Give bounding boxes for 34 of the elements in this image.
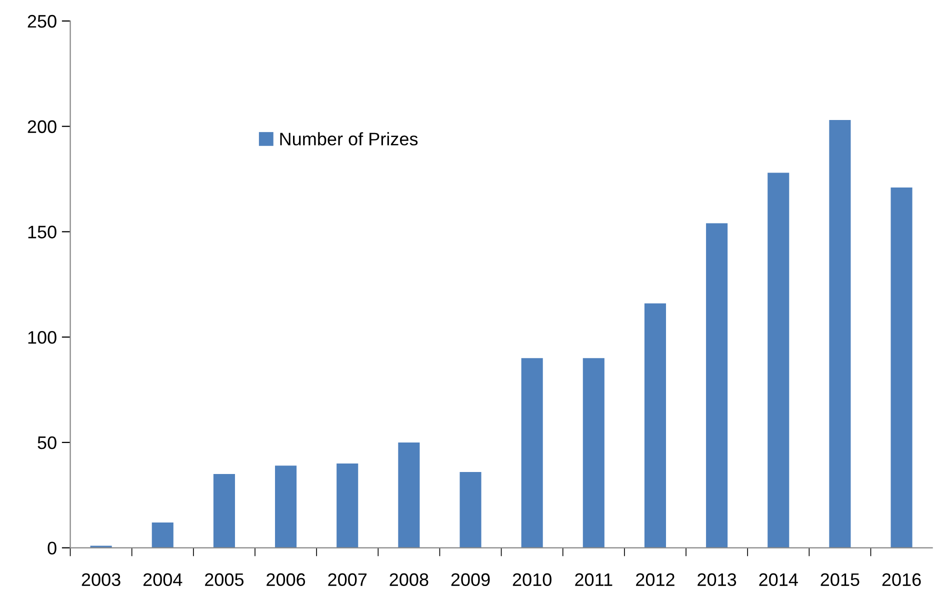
bar — [706, 223, 728, 548]
x-tick-label: 2007 — [328, 573, 367, 586]
x-tick-label: 2015 — [820, 573, 860, 586]
bar — [582, 358, 604, 548]
y-tick-label: 50 — [38, 436, 56, 450]
bar — [460, 472, 482, 548]
x-tick-label: 2004 — [143, 573, 182, 586]
bar — [275, 466, 297, 548]
bar — [336, 464, 358, 548]
bar — [768, 172, 790, 548]
y-tick-label: 100 — [28, 331, 56, 344]
x-tick-label: 2009 — [451, 573, 490, 586]
y-tick-label: 0 — [48, 542, 56, 555]
bar — [644, 303, 666, 548]
bar — [829, 120, 851, 548]
x-tick-label: 2013 — [698, 573, 736, 586]
x-tick-label: 2005 — [205, 573, 244, 586]
x-tick-label: 2010 — [512, 573, 552, 586]
x-tick-label: 2012 — [636, 573, 674, 586]
bar — [890, 187, 912, 548]
y-tick-label: 150 — [28, 226, 56, 238]
x-tick-label: 2014 — [759, 573, 798, 586]
bar — [152, 522, 174, 548]
legend-label: Number of Prizes — [280, 132, 418, 146]
bar — [398, 442, 420, 548]
x-tick-label: 2011 — [575, 573, 612, 586]
x-tick-label: 2006 — [266, 573, 306, 586]
bar — [521, 358, 543, 548]
y-tick-label: 200 — [28, 120, 56, 134]
bar — [213, 474, 235, 548]
y-tick-label: 250 — [28, 14, 56, 28]
x-tick-label: 2016 — [882, 573, 921, 586]
x-tick-label: 2003 — [82, 573, 120, 586]
x-tick-label: 2008 — [390, 573, 428, 586]
